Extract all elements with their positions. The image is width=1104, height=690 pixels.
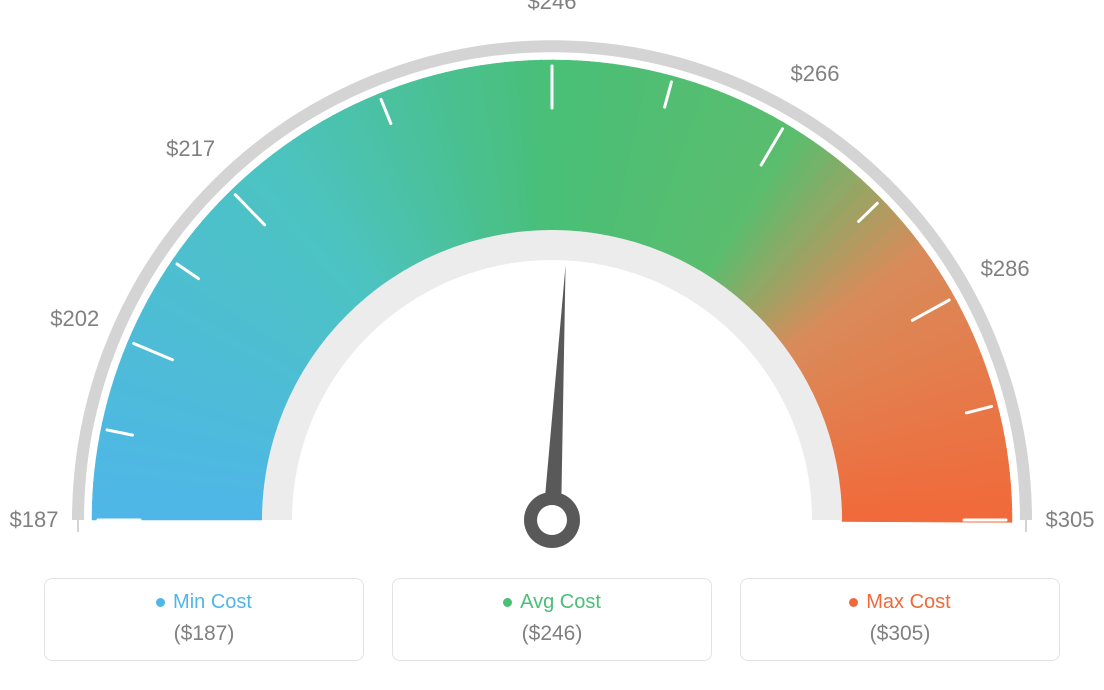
legend-label-avg: Avg Cost (520, 591, 601, 614)
gauge-tick-label: $286 (981, 256, 1030, 282)
legend-value-avg: ($246) (403, 622, 701, 646)
legend-card-max: Max Cost ($305) (740, 578, 1060, 661)
legend-card-avg: Avg Cost ($246) (392, 578, 712, 661)
legend-dot-max (849, 598, 858, 607)
legend-label-max: Max Cost (866, 591, 950, 614)
gauge-chart: $187 $202 $217 $246 $266 $286 $305 (0, 0, 1104, 560)
gauge-tick-label: $187 (10, 507, 59, 533)
gauge-tick-label: $202 (50, 306, 99, 332)
legend-title-min: Min Cost (156, 591, 252, 614)
legend-dot-min (156, 598, 165, 607)
gauge-tick-label: $217 (166, 136, 215, 162)
gauge-svg (0, 0, 1104, 560)
gauge-tick-label: $266 (790, 61, 839, 87)
legend-value-max: ($305) (751, 622, 1049, 646)
legend-title-max: Max Cost (849, 591, 950, 614)
legend-value-min: ($187) (55, 622, 353, 646)
gauge-tick-label: $305 (1046, 507, 1095, 533)
legend-dot-avg (503, 598, 512, 607)
legend-label-min: Min Cost (173, 591, 252, 614)
legend-row: Min Cost ($187) Avg Cost ($246) Max Cost… (0, 578, 1104, 661)
legend-title-avg: Avg Cost (503, 591, 601, 614)
legend-card-min: Min Cost ($187) (44, 578, 364, 661)
gauge-tick-label: $246 (528, 0, 577, 15)
